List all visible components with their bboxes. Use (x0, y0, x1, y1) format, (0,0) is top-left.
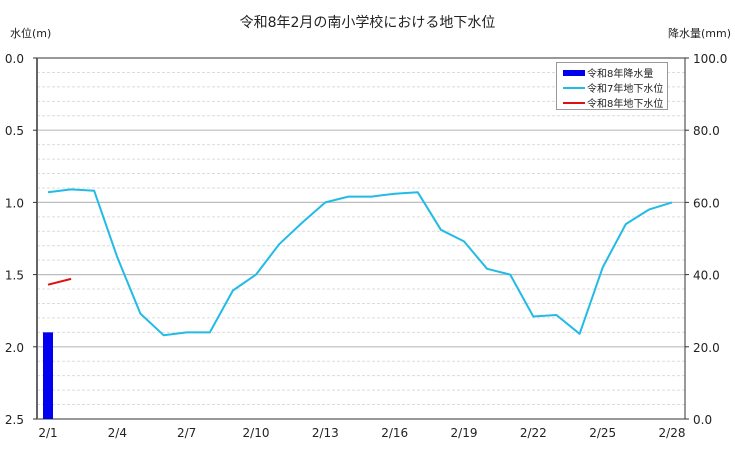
right-axis-tick-label: 40.0 (693, 269, 720, 283)
plot-border (36, 57, 686, 420)
left-axis-tick-label: 2.5 (5, 413, 24, 427)
r7-water-level-line (47, 188, 673, 337)
left-axis-tick-label: 1.0 (5, 196, 24, 210)
x-axis-tick-label: 2/10 (243, 426, 270, 440)
legend-item-r8-level: 令和8年地下水位 (563, 95, 667, 110)
rainfall-bar (43, 332, 53, 419)
right-axis-title: 降水量(mm) (667, 27, 731, 40)
chart-title: 令和8年2月の南小学校における地下水位 (239, 15, 496, 31)
x-axis-tick-label: 2/4 (108, 426, 127, 440)
right-axis-tick-label: 80.0 (693, 124, 720, 138)
legend-swatch-bar (563, 69, 585, 76)
legend-item-r7-level: 令和7年地下水位 (563, 80, 667, 95)
x-axis-tick-label: 2/16 (381, 426, 408, 440)
legend-label: 令和8年地下水位 (587, 99, 664, 110)
x-axis-tick-label: 2/22 (520, 426, 547, 440)
r8-water-level-line (47, 277, 72, 286)
legend: 令和8年降水量 令和7年地下水位 令和8年地下水位 (556, 62, 668, 110)
x-axis-tick-label: 2/13 (312, 426, 339, 440)
x-axis-tick-label: 2/1 (38, 426, 57, 440)
legend-swatch-line (563, 101, 585, 104)
x-axis-tick-label: 2/7 (177, 426, 196, 440)
right-axis-tick-label: 20.0 (693, 341, 720, 355)
left-axis-title: 水位(m) (10, 27, 52, 40)
left-axis-tick-label: 1.5 (5, 269, 24, 283)
legend-label: 令和7年地下水位 (587, 84, 664, 95)
right-axis-tick-label: 60.0 (693, 196, 720, 210)
left-axis-tick-label: 2.0 (5, 341, 24, 355)
left-axis-tick-label: 0.5 (5, 124, 24, 138)
legend-label: 令和8年降水量 (587, 69, 654, 80)
left-axis-tick-label: 0.0 (5, 52, 24, 66)
x-axis-tick-label: 2/19 (451, 426, 478, 440)
right-axis-tick-label: 0.0 (693, 413, 712, 427)
legend-item-rainfall: 令和8年降水量 (563, 65, 667, 80)
x-axis-tick-label: 2/25 (589, 426, 616, 440)
legend-swatch-line (563, 86, 585, 89)
right-axis-tick-label: 100.0 (693, 52, 727, 66)
x-axis-tick-label: 2/28 (659, 426, 686, 440)
